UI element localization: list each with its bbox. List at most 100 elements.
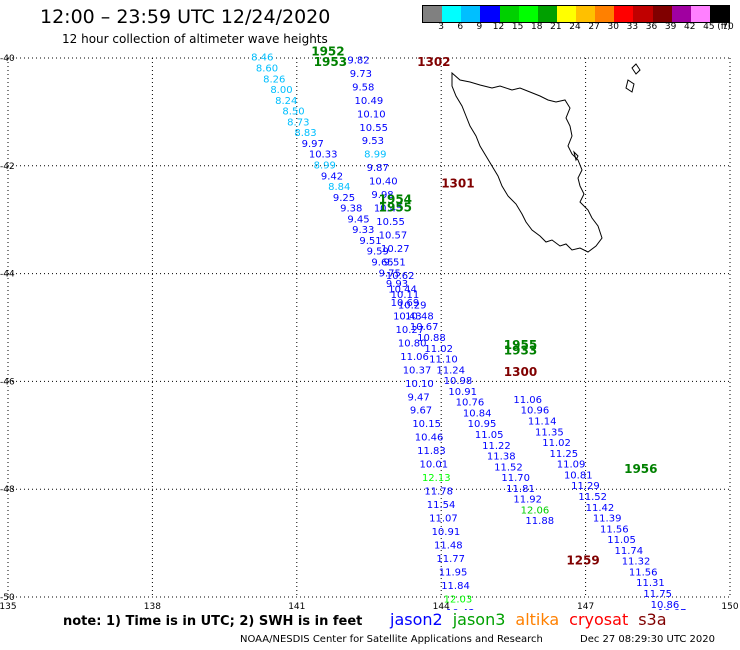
wave-height-value: 11.02 — [424, 344, 453, 355]
wave-height-map: 135 138 141 144 147 150 -40 -42 -44 -46 -48 -50 8.4… — [0, 44, 739, 610]
legend-item-cryosat: cryosat — [569, 610, 629, 629]
wave-height-value: 10.27 — [395, 325, 424, 336]
wave-height-value: 10.80 — [398, 338, 427, 349]
wave-height-value: 10.10 — [405, 379, 434, 390]
wave-height-value: 9.51 — [359, 236, 381, 247]
wave-height-value: 11.25 — [550, 449, 579, 460]
pass-time-label: 1300 — [504, 365, 537, 379]
wave-height-value: 11.42 — [586, 503, 615, 514]
wave-height-value: 9.25 — [333, 193, 355, 204]
wave-height-value: 10.91 — [448, 387, 477, 398]
legend-item-altika: altika — [515, 610, 560, 629]
wave-height-value: 10.84 — [463, 408, 492, 419]
wave-height-value: 10.96 — [521, 406, 550, 417]
wave-height-value: 9.73 — [350, 69, 372, 80]
wave-height-value: 10.27 — [381, 244, 410, 255]
wave-height-value: 11.39 — [593, 514, 622, 525]
wave-height-value: 11.52 — [494, 462, 523, 473]
east-coast-island — [573, 150, 579, 162]
wave-height-value: 11.31 — [636, 578, 665, 589]
color-scale-label: 3 — [438, 22, 444, 32]
color-swatch — [499, 6, 519, 22]
wave-height-value: 11.92 — [513, 495, 542, 506]
wave-height-value: 10.44 — [388, 284, 417, 295]
color-scale-label: 27 — [588, 22, 600, 32]
wave-height-value: 11.77 — [436, 554, 465, 565]
wave-height-value: 10.33 — [309, 150, 338, 161]
wave-height-value: 11.29 — [571, 481, 600, 492]
wave-height-value: 8.84 — [328, 182, 350, 193]
wave-height-value: 11.09 — [557, 460, 586, 471]
generated-timestamp: Dec 27 08:29:30 UTC 2020 — [580, 634, 715, 645]
color-swatch — [595, 6, 615, 22]
color-scale-label: 42 — [684, 22, 696, 32]
wave-height-value: 8.00 — [270, 85, 292, 96]
pass-time-label: 1259 — [566, 554, 599, 568]
pass-time-label: 1953 — [314, 55, 347, 69]
wave-height-value: 11.24 — [436, 365, 465, 376]
wave-height-value: 9.65 — [371, 258, 393, 269]
pass-time-label: 1956 — [624, 462, 657, 476]
color-swatch — [556, 6, 576, 22]
wave-height-value: 10.62 — [386, 271, 415, 282]
wave-height-value: 11.14 — [528, 417, 557, 428]
wave-height-value: 10.40 — [369, 177, 398, 188]
latitude-tick-label: -50 — [0, 593, 15, 603]
wave-height-value: 11.70 — [501, 473, 530, 484]
wave-height-value: 9.42 — [321, 171, 343, 182]
color-swatch — [518, 6, 538, 22]
wave-height-value: 11.06 — [400, 352, 429, 363]
wave-height-value: 8.99 — [364, 150, 386, 161]
wave-height-value: 10.01 — [420, 460, 449, 471]
bass-strait-island — [631, 63, 641, 75]
wave-height-value: 11.22 — [482, 441, 511, 452]
wave-height-value: 9.33 — [352, 225, 374, 236]
longitude-tick-label: 150 — [721, 602, 738, 610]
wave-height-value: 10.57 — [379, 231, 408, 242]
color-swatch — [614, 6, 634, 22]
tasmania-outline — [451, 71, 603, 253]
color-swatch — [709, 6, 729, 22]
wave-height-value: 11.32 — [622, 557, 651, 568]
color-scale-label: 33 — [626, 22, 639, 32]
altimeter-points: 8.468.608.268.008.248.508.738.839.9710.3… — [251, 53, 686, 610]
wave-height-value: 9.47 — [408, 392, 430, 403]
color-scale-bar — [422, 5, 730, 23]
wave-height-value: 10.88 — [417, 333, 446, 344]
wave-height-value: 12.06 — [521, 505, 550, 516]
wave-height-value: 10.29 — [398, 301, 427, 312]
wave-height-value: 11.81 — [506, 484, 535, 495]
wave-height-value: 10.15 — [412, 419, 441, 430]
wave-height-value: 11.54 — [427, 500, 456, 511]
wave-height-value: 10.43 — [393, 311, 422, 322]
wave-height-value: 10.69 — [391, 298, 420, 309]
wave-height-value: 11.83 — [417, 446, 446, 457]
wave-height-value: 10.45 — [374, 204, 403, 215]
wave-height-value: 11.88 — [525, 516, 554, 527]
color-swatch — [690, 6, 710, 22]
latitude-tick-label: -40 — [0, 54, 15, 64]
wave-height-value: 11.06 — [513, 395, 542, 406]
pass-time-label: 1301 — [441, 176, 474, 190]
wave-height-value: 9.67 — [410, 406, 432, 417]
longitude-tick-label: 138 — [144, 602, 161, 610]
color-swatch — [576, 6, 596, 22]
color-scale-label: 70 — [722, 22, 734, 32]
wave-height-value: 9.98 — [371, 190, 393, 201]
wave-height-value: 11.07 — [429, 514, 458, 525]
pass-time-label: 1302 — [417, 55, 450, 69]
wave-height-value: 11.75 — [643, 589, 672, 600]
pass-time-label: 1955 — [504, 338, 537, 352]
wave-height-value: 10.11 — [391, 290, 420, 301]
color-scale-label: 15 — [511, 22, 524, 32]
wave-height-value: 11.05 — [475, 430, 504, 441]
color-scale-label: 18 — [531, 22, 543, 32]
wave-height-value: 8.46 — [251, 53, 273, 64]
wave-height-value: 10.81 — [564, 470, 593, 481]
wave-height-value: 8.60 — [256, 63, 278, 74]
wave-height-value: 10.55 — [376, 217, 405, 228]
map-title: 12:00 – 23:59 UTC 12/24/2020 — [40, 6, 331, 28]
longitude-tick-label: 135 — [0, 602, 17, 610]
wave-height-value: 10.67 — [410, 322, 439, 333]
